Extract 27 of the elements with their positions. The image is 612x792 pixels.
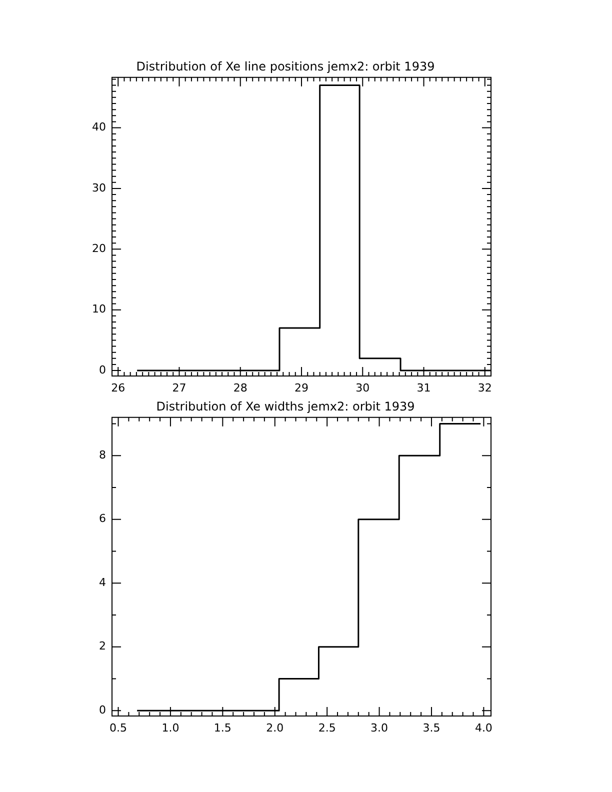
x-tick-label: 1.5	[214, 721, 232, 734]
y-tick-label: 2	[99, 640, 106, 653]
chart-title: Distribution of Xe line positions jemx2: orbit 1939	[136, 59, 435, 74]
x-tick-label: 32	[478, 381, 492, 394]
y-tick-label: 4	[99, 576, 106, 589]
y-tick-label: 10	[92, 302, 106, 316]
chart-title: Distribution of Xe widths jemx2: orbit 1939	[156, 399, 415, 414]
x-tick-label: 0.5	[110, 721, 128, 734]
y-tick-label: 0	[99, 703, 106, 716]
x-tick-label: 30	[356, 381, 370, 394]
x-tick-label: 2.0	[266, 721, 284, 734]
y-tick-label: 8	[99, 448, 106, 462]
x-tick-label: 26	[111, 381, 126, 394]
x-tick-label: 27	[172, 381, 186, 394]
x-tick-label: 3.5	[422, 721, 440, 734]
x-tick-label: 2.5	[318, 721, 336, 734]
x-tick-label: 29	[294, 381, 308, 394]
x-tick-label: 28	[233, 381, 248, 394]
y-tick-label: 6	[99, 512, 106, 526]
x-tick-label: 1.0	[162, 721, 180, 734]
x-tick-label: 3.0	[370, 721, 388, 734]
y-tick-label: 0	[99, 363, 106, 376]
x-tick-label: 4.0	[474, 721, 492, 734]
y-tick-label: 40	[92, 120, 106, 134]
x-tick-label: 31	[416, 381, 431, 394]
y-tick-label: 20	[92, 242, 106, 256]
y-tick-label: 30	[92, 181, 106, 194]
